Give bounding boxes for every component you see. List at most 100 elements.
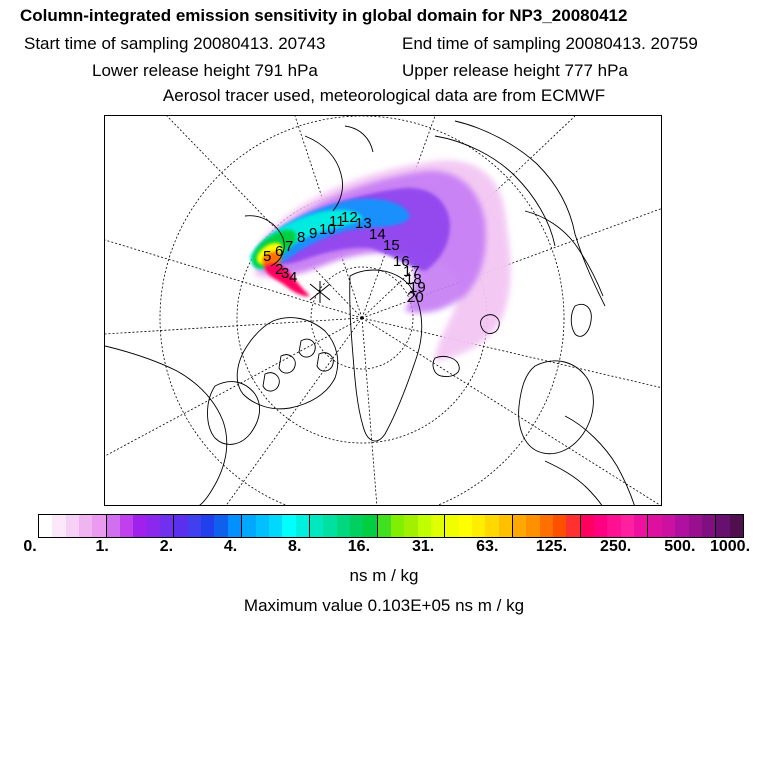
- hudson-region: [207, 381, 261, 445]
- colorbar-tick-label: 8.: [288, 538, 302, 555]
- traj-label: 12: [341, 209, 358, 226]
- greenland-coast: [349, 269, 423, 442]
- colorbar-swatch: [580, 515, 595, 537]
- colorbar-swatch: [675, 515, 689, 537]
- colorbar-swatch: [79, 515, 93, 537]
- colorbar-units: ns m / kg: [349, 566, 419, 585]
- map-canvas: 5 6 7 8 9 10 11 12 13 14 15 16 17 18 19 …: [105, 116, 661, 505]
- north-america-coast: [105, 345, 228, 505]
- colorbar-swatch: [242, 515, 256, 537]
- meridian-5: [361, 116, 576, 319]
- upper-release-height: Upper release height 777 hPa: [402, 61, 628, 80]
- colorbar-swatch: [430, 515, 446, 537]
- archipelago-2: [316, 352, 334, 372]
- colorbar-swatch: [526, 515, 540, 537]
- colorbar-swatch: [295, 515, 310, 537]
- lat-circle-3: [159, 116, 565, 505]
- colorbar-swatch: [594, 515, 608, 537]
- colorbar-swatch: [390, 515, 405, 537]
- colorbar-swatch: [336, 515, 350, 537]
- plume-red: [265, 263, 310, 297]
- colorbar: [38, 514, 744, 538]
- archipelago-4: [262, 372, 280, 392]
- colorbar-tick-label: 500.: [664, 538, 696, 555]
- colorbar-swatch: [729, 515, 743, 537]
- lat-circle-1: [310, 266, 414, 370]
- traj-label: 17: [403, 263, 420, 280]
- colorbar-swatch: [566, 515, 581, 537]
- colorbar-swatch: [498, 515, 514, 537]
- traj-label: 19: [409, 279, 426, 296]
- traj-label: 6: [275, 243, 283, 260]
- alaska-coast: [244, 215, 285, 267]
- tracer-info: Aerosol tracer used, meteorological data…: [162, 86, 606, 105]
- sensitivity-plume: [250, 160, 511, 361]
- archipelago-3: [278, 354, 296, 374]
- colorbar-swatch: [458, 515, 472, 537]
- colorbar-swatch: [485, 515, 499, 537]
- maximum-value: Maximum value 0.103E+05 ns m / kg: [243, 596, 525, 615]
- colorbar-swatch: [363, 515, 378, 537]
- lower-release-height: Lower release height 791 hPa: [92, 61, 318, 80]
- colorbar-swatch: [445, 515, 459, 537]
- colorbar-swatch: [404, 515, 418, 537]
- bering-region: [304, 135, 344, 212]
- colorbar-swatch: [65, 515, 80, 537]
- traj-label: 20: [407, 289, 424, 306]
- colorbar-swatch: [716, 515, 730, 537]
- meridian-3: [294, 116, 363, 319]
- colorbar-swatch: [417, 515, 431, 537]
- archipelago-1: [298, 338, 316, 358]
- canada-arctic-coast: [236, 317, 339, 410]
- colorbar-tick-label: 2.: [159, 538, 174, 555]
- europe-coast: [564, 415, 635, 505]
- traj-label: 18: [405, 271, 422, 288]
- colorbar-swatch: [282, 515, 296, 537]
- eurasia-coast-east: [434, 135, 556, 247]
- colorbar-swatch: [174, 515, 188, 537]
- colorbar-swatch: [52, 515, 66, 537]
- traj-label: 10: [319, 221, 336, 238]
- colorbar-tick-label: 31.: [411, 538, 435, 555]
- colorbar-tick-label: 4.: [223, 538, 238, 555]
- plot-title: Column-integrated emission sensitivity i…: [20, 6, 628, 25]
- plume-blue: [255, 198, 410, 266]
- colorbar-swatch: [701, 515, 717, 537]
- meridian-1: [105, 239, 363, 319]
- traj-label: 5: [263, 248, 271, 265]
- end-time: End time of sampling 20080413. 20759: [402, 34, 698, 53]
- colorbar-swatch: [92, 515, 107, 537]
- colorbar-swatch: [255, 515, 269, 537]
- colorbar-swatch: [539, 515, 554, 537]
- meridian-10: [225, 317, 363, 505]
- colorbar-swatch: [688, 515, 702, 537]
- trajectory-labels: 5 6 7 8 9 10 11 12 13 14 15 16 17 18 19 …: [263, 209, 426, 306]
- scandinavia-coast: [518, 360, 594, 455]
- start-time: Start time of sampling 20080413. 20743: [24, 34, 326, 53]
- meridian-9: [361, 317, 378, 505]
- colorbar-swatch: [634, 515, 649, 537]
- kamchatka-coast: [344, 125, 374, 153]
- colorbar-swatch: [323, 515, 337, 537]
- colorbar-swatch: [513, 515, 527, 537]
- traj-label: 3: [281, 265, 289, 282]
- meridian-11: [105, 317, 363, 457]
- meridian-12: [105, 317, 363, 335]
- traj-label: 2: [275, 261, 283, 278]
- traj-label: 11: [329, 213, 345, 230]
- colorbar-swatch: [268, 515, 283, 537]
- meridian-8: [361, 317, 661, 505]
- svalbard-outline: [480, 314, 500, 334]
- colorbar-tick-label: 1.: [95, 538, 109, 555]
- traj-label: 8: [297, 229, 305, 246]
- colorbar-swatch: [201, 515, 215, 537]
- colorbar-tick-label: 0.: [23, 538, 37, 555]
- colorbar-swatch: [648, 515, 662, 537]
- coastlines: [105, 120, 635, 505]
- colorbar-swatch: [146, 515, 161, 537]
- iceland-outline: [432, 355, 460, 377]
- traj-label: 13: [355, 215, 372, 232]
- colorbar-swatch: [620, 515, 635, 537]
- colorbar-swatch: [227, 515, 243, 537]
- colorbar-swatch: [160, 515, 175, 537]
